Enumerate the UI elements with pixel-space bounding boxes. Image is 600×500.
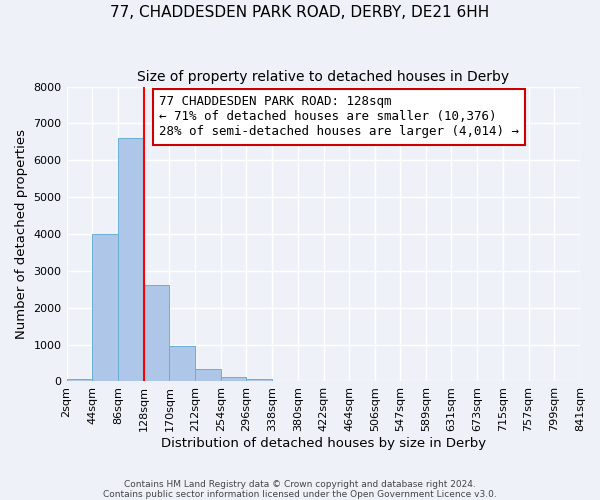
Bar bbox=[118, 138, 143, 382]
Y-axis label: Number of detached properties: Number of detached properties bbox=[15, 129, 28, 339]
Text: 77, CHADDESDEN PARK ROAD, DERBY, DE21 6HH: 77, CHADDESDEN PARK ROAD, DERBY, DE21 6H… bbox=[110, 5, 490, 20]
Bar bbox=[67, 379, 92, 382]
Bar bbox=[221, 377, 247, 382]
Text: Contains HM Land Registry data © Crown copyright and database right 2024.
Contai: Contains HM Land Registry data © Crown c… bbox=[103, 480, 497, 499]
X-axis label: Distribution of detached houses by size in Derby: Distribution of detached houses by size … bbox=[161, 437, 486, 450]
Bar bbox=[143, 285, 169, 382]
Bar bbox=[195, 370, 221, 382]
Bar bbox=[169, 346, 195, 382]
Title: Size of property relative to detached houses in Derby: Size of property relative to detached ho… bbox=[137, 70, 509, 84]
Bar bbox=[92, 234, 118, 382]
Text: 77 CHADDESDEN PARK ROAD: 128sqm
← 71% of detached houses are smaller (10,376)
28: 77 CHADDESDEN PARK ROAD: 128sqm ← 71% of… bbox=[159, 96, 519, 138]
Bar bbox=[247, 378, 272, 382]
